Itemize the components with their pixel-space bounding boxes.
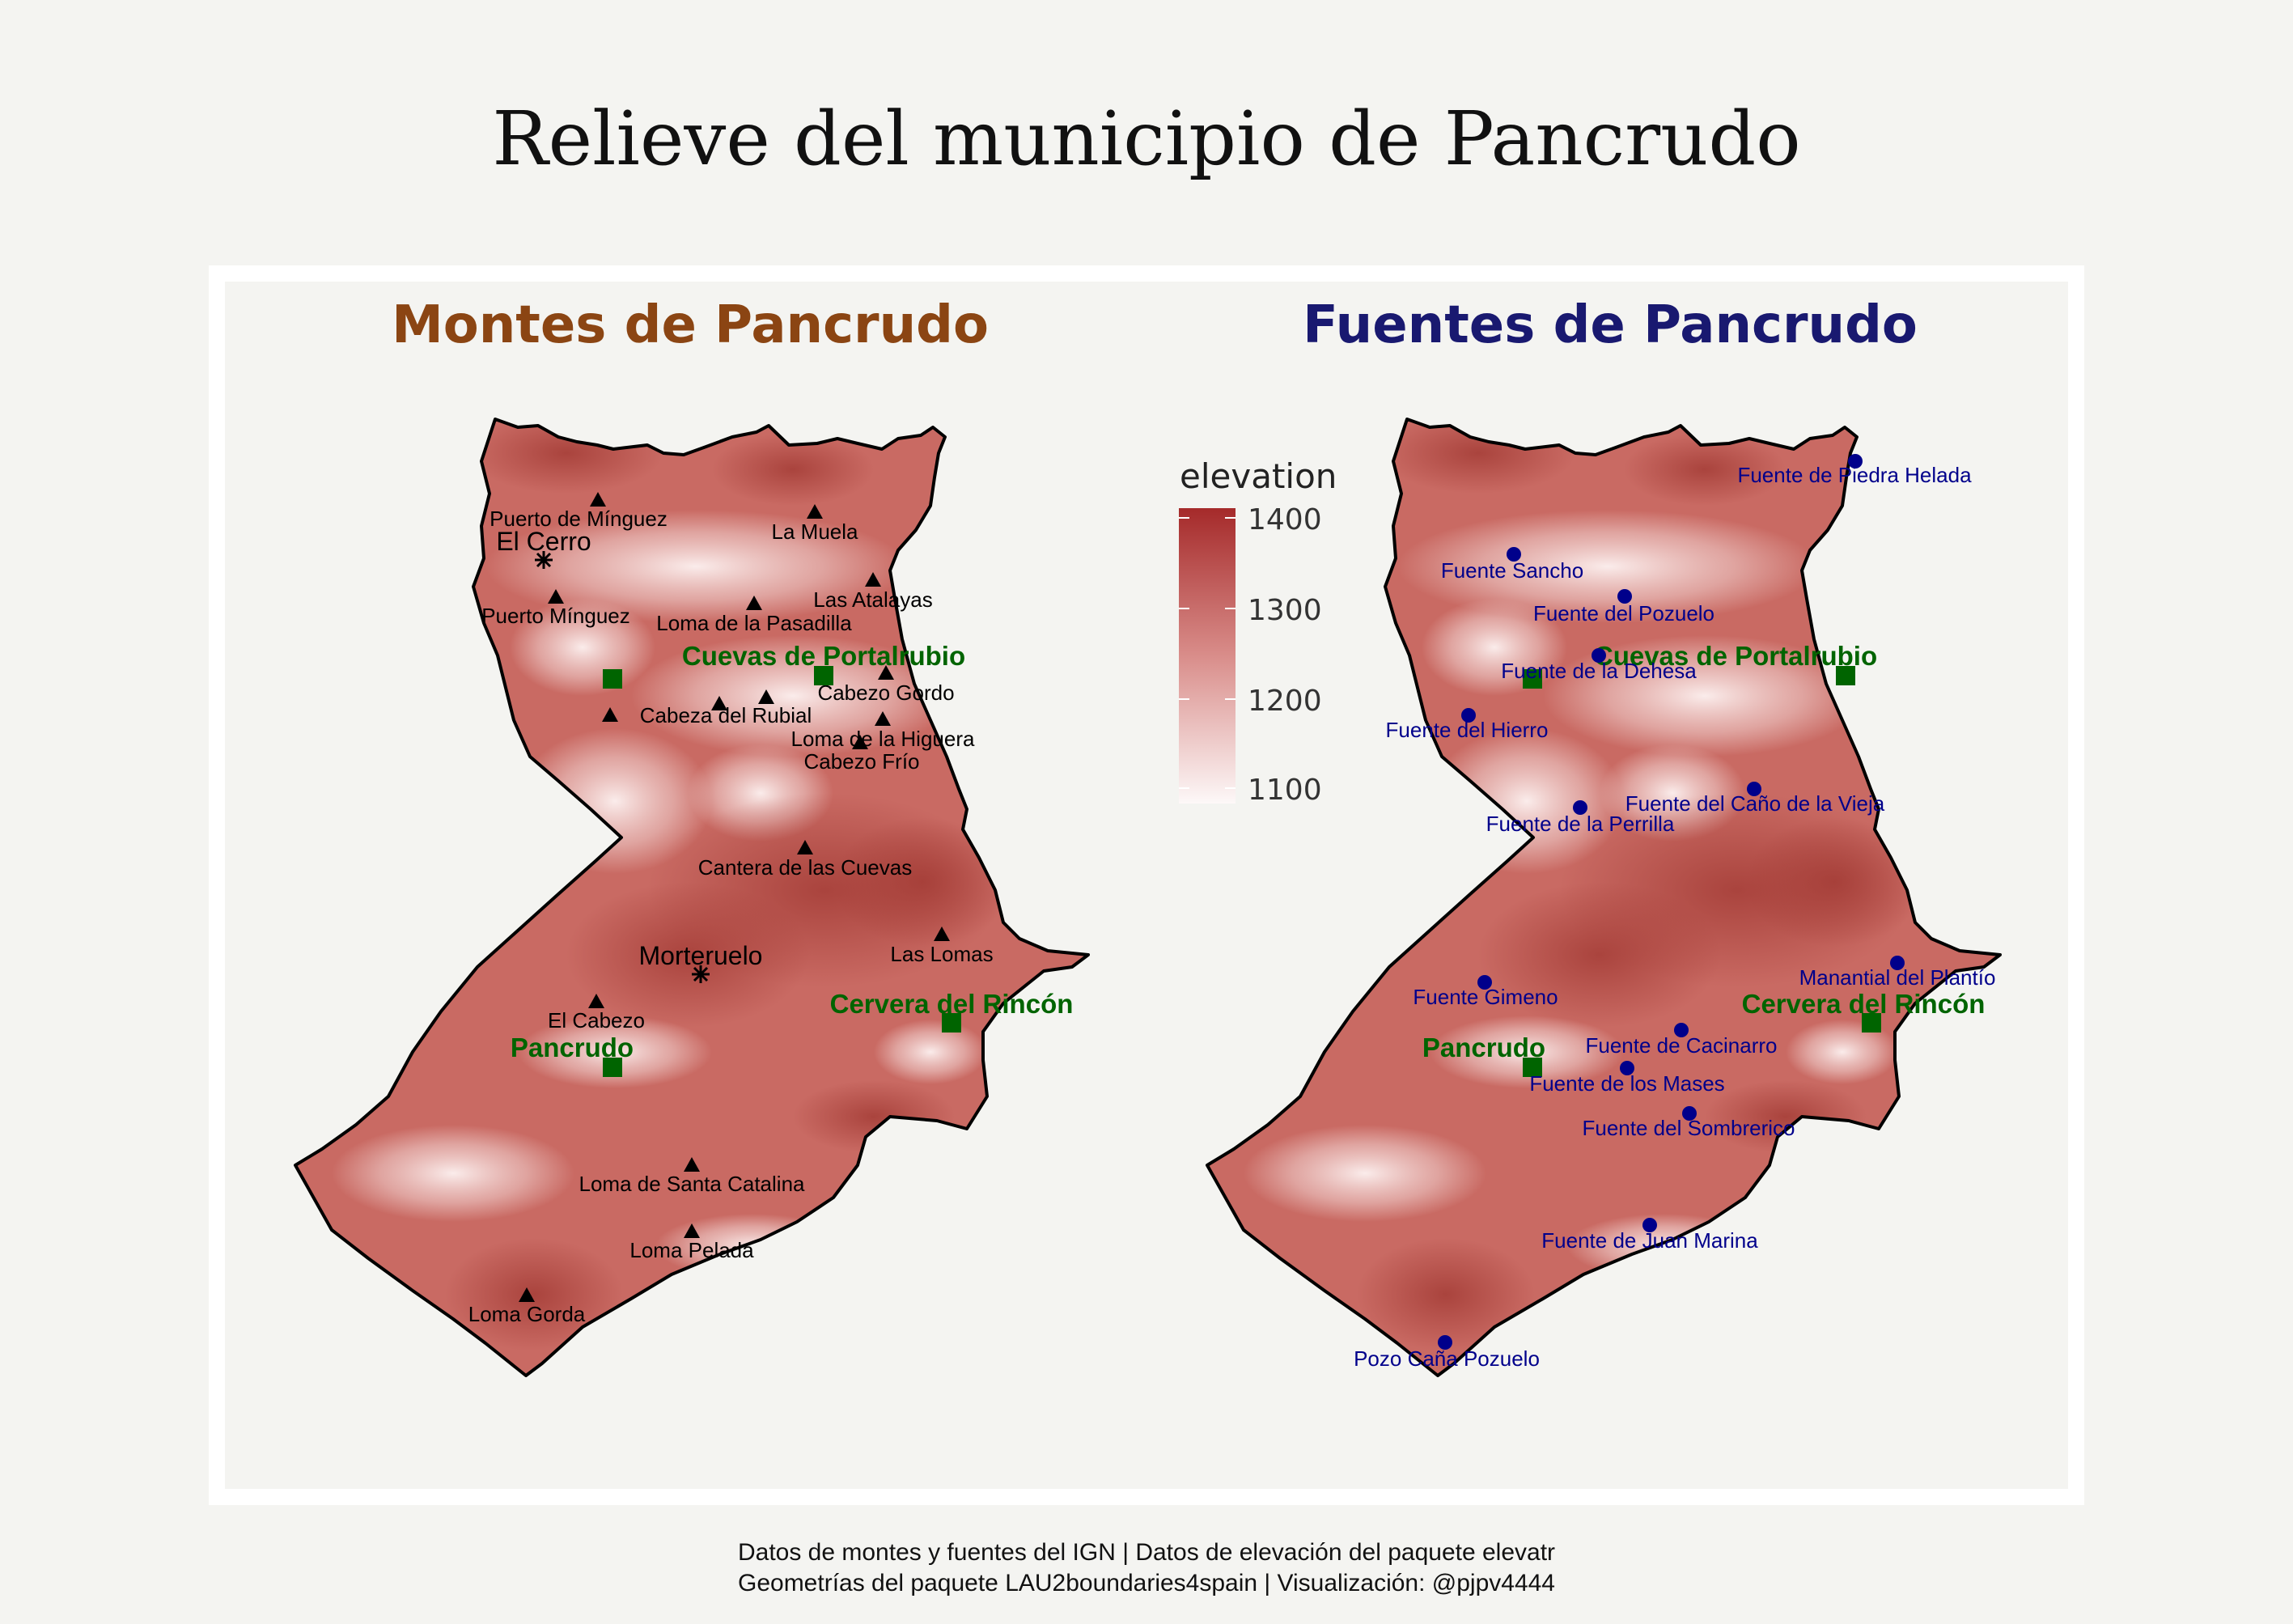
spring-marker-fuente-del-pozuelo xyxy=(1617,589,1632,604)
peak-label-loma-gorda: Loma Gorda xyxy=(468,1302,586,1326)
locality-marker-el-cerro xyxy=(535,551,553,569)
peak-marker-loma-de-la-pasadilla xyxy=(746,596,762,610)
spring-marker-fuente-gimeno xyxy=(1477,975,1492,990)
spring-marker-fuente-del-sombrerico xyxy=(1682,1106,1697,1121)
maps-panel-frame xyxy=(209,265,2084,1505)
spring-label-fuente-gimeno: Fuente Gimeno xyxy=(1413,985,1558,1009)
left-town-marker-cervera-del-rincon xyxy=(942,1013,961,1032)
peak-label-cabeza-del-rubial: Cabeza del Rubial xyxy=(640,703,812,727)
spring-label-fuente-del-sombrerico: Fuente del Sombrerico xyxy=(1582,1116,1795,1140)
left-town-label-cervera-del-rincon: Cervera del Rincón xyxy=(830,989,1074,1019)
spring-label-fuente-del-pozuelo: Fuente del Pozuelo xyxy=(1533,601,1714,625)
spring-label-fuente-de-piedra-helada: Fuente de Piedra Helada xyxy=(1737,463,1972,487)
spring-marker-pozo-cana-pozuelo xyxy=(1438,1335,1452,1350)
peak-label-el-cerro: El Cerro xyxy=(496,527,591,556)
right-town-label-pancrudo: Pancrudo xyxy=(1422,1032,1545,1062)
spring-label-fuente-de-los-mases: Fuente de los Mases xyxy=(1529,1071,1724,1096)
right-town-marker-pancrudo xyxy=(1523,1058,1542,1077)
right-town-label-cuevas-de-portalrubio: Cuevas de Portalrubio xyxy=(1594,641,1877,671)
spring-marker-fuente-de-piedra-helada xyxy=(1848,454,1863,469)
left-panel-title: Montes de Pancrudo xyxy=(392,295,989,355)
peak-marker-el-cabezo xyxy=(588,994,604,1008)
peak-label-cabezo-gordo: Cabezo Gordo xyxy=(817,681,954,705)
spring-label-manantial-del-plantio: Manantial del Plantío xyxy=(1799,965,1996,990)
peak-marker-loma-de-la-higuera xyxy=(875,711,891,726)
left-town-marker-cuevas-de-portalrubio xyxy=(814,666,833,685)
peak-marker-cabeza-del-rubial xyxy=(711,696,727,710)
peak-marker-cantera-de-las-cuevas xyxy=(797,840,813,854)
locality-marker-morteruelo xyxy=(692,965,710,983)
spring-marker-fuente-de-juan-marina xyxy=(1642,1218,1657,1232)
spring-label-fuente-del-cano-de-la-vieja: Fuente del Caño de la Vieja xyxy=(1625,791,1885,816)
peak-label-la-muela: La Muela xyxy=(772,519,858,544)
legend-tick-label-1100: 1100 xyxy=(1248,774,1322,807)
peak-marker-loma-pelada xyxy=(684,1223,700,1238)
peak-marker-puerto-de-minguez xyxy=(590,492,606,507)
left-town-marker-pancrudo xyxy=(603,1058,622,1077)
peak-marker-unlabeled-1 xyxy=(602,707,618,722)
spring-marker-manantial-del-plantio xyxy=(1890,956,1905,970)
legend-tick-label-1300: 1300 xyxy=(1248,594,1322,627)
peak-marker-loma-gorda xyxy=(519,1287,535,1302)
spring-marker-fuente-sancho xyxy=(1507,547,1521,562)
right-town-label-cervera-del-rincon: Cervera del Rincón xyxy=(1742,989,1986,1019)
spring-label-fuente-del-hierro: Fuente del Hierro xyxy=(1386,718,1549,742)
spring-marker-fuente-de-la-perrilla xyxy=(1573,800,1587,815)
peak-label-morteruelo: Morteruelo xyxy=(639,941,763,970)
left-town-label-cuevas-de-portalrubio: Cuevas de Portalrubio xyxy=(682,641,965,671)
right-town-marker-cervera-del-rincon xyxy=(1862,1013,1881,1032)
peak-label-loma-pelada: Loma Pelada xyxy=(629,1238,754,1262)
peak-marker-las-atalayas xyxy=(865,572,881,587)
elevation-legend: elevation 1400 1300 1200 1100 xyxy=(1179,456,1337,807)
spring-label-fuente-de-cacinarro: Fuente de Cacinarro xyxy=(1585,1033,1777,1058)
peak-marker-cabezo-gordo xyxy=(878,665,894,680)
peak-marker-loma-de-santa-catalina xyxy=(684,1157,700,1172)
spring-marker-fuente-del-cano-de-la-vieja xyxy=(1747,782,1761,796)
caption-line-1: Datos de montes y fuentes del IGN | Dato… xyxy=(737,1539,1556,1566)
spring-marker-fuente-de-los-mases xyxy=(1620,1061,1634,1075)
right-panel-title: Fuentes de Pancrudo xyxy=(1303,295,1918,355)
spring-label-fuente-de-la-dehesa: Fuente de la Dehesa xyxy=(1501,659,1697,683)
spring-marker-fuente-de-la-dehesa xyxy=(1592,648,1606,663)
left-town-marker-unlabeled-1 xyxy=(603,669,622,689)
peak-marker-unlabeled-2 xyxy=(758,689,774,704)
spring-marker-fuente-de-cacinarro xyxy=(1674,1023,1689,1037)
peak-label-puerto-minguez: Puerto Mínguez xyxy=(481,604,630,628)
peak-label-las-lomas: Las Lomas xyxy=(890,942,993,966)
peak-marker-la-muela xyxy=(807,504,823,519)
peak-label-cabezo-frio: Cabezo Frío xyxy=(803,749,919,774)
legend-title: elevation xyxy=(1180,456,1337,496)
caption: Datos de montes y fuentes del IGN | Dato… xyxy=(0,1537,2293,1599)
legend-tick-label-1200: 1200 xyxy=(1248,685,1322,718)
peak-label-cantera-de-las-cuevas: Cantera de las Cuevas xyxy=(698,855,912,880)
legend-tick-label-1400: 1400 xyxy=(1248,503,1322,536)
peak-marker-puerto-minguez xyxy=(548,589,564,604)
peak-marker-cabezo-frio xyxy=(852,735,868,749)
legend-colorbar xyxy=(1179,508,1236,804)
peak-marker-las-lomas xyxy=(934,926,950,941)
spring-label-pozo-cana-pozuelo: Pozo Caña Pozuelo xyxy=(1354,1346,1540,1371)
spring-label-fuente-de-juan-marina: Fuente de Juan Marina xyxy=(1541,1228,1758,1253)
main-title: Relieve del municipio de Pancrudo xyxy=(492,95,1801,182)
spring-label-fuente-de-la-perrilla: Fuente de la Perrilla xyxy=(1486,812,1675,836)
right-map: Cuevas de Portalrubio Cervera del Rincón P… xyxy=(1195,405,2012,1392)
spring-marker-fuente-del-hierro xyxy=(1461,708,1476,723)
peak-label-puerto-de-minguez: Puerto de Mínguez xyxy=(490,507,668,531)
left-map: Puerto de Mínguez La Muela El Cerro Puerto … xyxy=(283,405,1100,1392)
peak-label-las-atalayas: Las Atalayas xyxy=(813,587,932,612)
caption-line-2: Geometrías del paquete LAU2boundaries4sp… xyxy=(737,1570,1555,1596)
peak-label-loma-de-santa-catalina: Loma de Santa Catalina xyxy=(579,1172,806,1196)
peak-label-el-cabezo: El Cabezo xyxy=(548,1008,645,1032)
spring-label-fuente-sancho: Fuente Sancho xyxy=(1441,558,1583,583)
peak-label-loma-de-la-higuera: Loma de la Higuera xyxy=(791,727,975,751)
left-town-label-pancrudo: Pancrudo xyxy=(511,1032,634,1062)
right-town-marker-cuevas-de-portalrubio xyxy=(1836,666,1855,685)
right-town-marker-unlabeled-1 xyxy=(1523,669,1542,689)
peak-label-loma-de-la-pasadilla: Loma de la Pasadilla xyxy=(656,611,852,635)
